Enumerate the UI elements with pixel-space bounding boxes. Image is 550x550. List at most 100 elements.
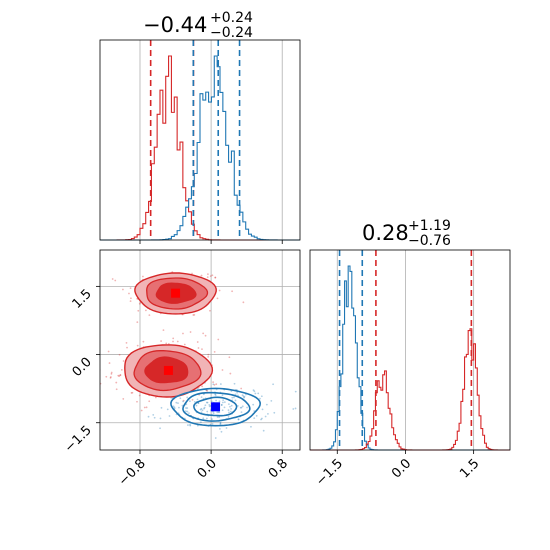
scatter-red-1-point bbox=[110, 371, 113, 374]
scatter-red-1-point bbox=[172, 340, 174, 343]
scatter-red-1-point bbox=[182, 399, 185, 402]
scatter-red-0-point bbox=[130, 297, 132, 300]
scatter-red-1-point bbox=[118, 375, 121, 378]
scatter-blue-point bbox=[253, 417, 256, 420]
scatter-blue-point bbox=[223, 401, 226, 404]
scatter-red-1-point bbox=[148, 400, 151, 403]
scatter-blue-point bbox=[211, 418, 213, 421]
scatter-blue-point bbox=[208, 403, 211, 406]
scatter-blue-point bbox=[203, 407, 205, 410]
scatter-blue-point bbox=[166, 408, 169, 411]
scatter-blue-point bbox=[229, 405, 231, 408]
scatter-blue-point bbox=[219, 383, 222, 385]
scatter-red-1-point bbox=[229, 372, 232, 375]
scatter-blue-point bbox=[201, 409, 204, 412]
scatter-red-0-point bbox=[128, 292, 130, 295]
title-2-sub: −0.76 bbox=[408, 233, 451, 249]
scatter-blue-point bbox=[227, 416, 230, 418]
scatter-blue-point bbox=[261, 417, 263, 420]
scatter-blue-point bbox=[234, 393, 237, 396]
tick-label-right-x-1: 0.0 bbox=[389, 456, 414, 481]
scatter-blue-point bbox=[294, 407, 297, 410]
scatter-blue-point bbox=[185, 407, 187, 409]
scatter-blue-point bbox=[199, 421, 202, 424]
scatter-blue-point bbox=[218, 416, 221, 419]
scatter-blue-point bbox=[153, 416, 156, 419]
scatter-blue-point bbox=[230, 404, 233, 407]
scatter-red-0-point bbox=[211, 274, 214, 277]
scatter-blue-point bbox=[221, 409, 224, 412]
histogram-top-frame bbox=[99, 39, 301, 241]
scatter-blue-point bbox=[178, 406, 180, 409]
scatter-blue-point bbox=[186, 410, 189, 413]
scatter-blue-point bbox=[205, 401, 208, 404]
scatter-blue-point bbox=[243, 396, 245, 399]
scatter-blue-point bbox=[253, 390, 256, 393]
scatter-red-1-point bbox=[122, 360, 125, 362]
scatter-red-1-point bbox=[126, 346, 128, 349]
hist-top-red bbox=[100, 55, 300, 241]
tick-label-y-0: −1.5 bbox=[62, 423, 95, 456]
scatter-blue-point bbox=[254, 392, 257, 395]
scatter-red-0-point bbox=[206, 276, 209, 279]
title-param-2: 0.28 +1.19 −0.76 bbox=[362, 218, 451, 249]
marker-blue-2 bbox=[211, 402, 221, 412]
scatter-red-0-point bbox=[122, 288, 124, 291]
scatter-red-0-point bbox=[136, 321, 139, 324]
scatter-blue-point bbox=[200, 411, 203, 414]
scatter-red-0-point bbox=[138, 302, 141, 305]
scatter-blue-point bbox=[294, 390, 297, 393]
scatter-red-1-point bbox=[240, 387, 243, 390]
scatter-red-1-point bbox=[165, 342, 168, 345]
scatter-red-1-point bbox=[206, 389, 209, 392]
histogram-top-panel bbox=[99, 39, 301, 241]
contour-blue-2 bbox=[193, 396, 238, 417]
title-1-sup: +0.24 bbox=[210, 10, 253, 26]
scatter-blue-point bbox=[221, 401, 224, 404]
scatter-blue-point bbox=[219, 427, 221, 430]
scatter-red-1-point bbox=[201, 348, 203, 350]
scatter-blue-point bbox=[189, 400, 191, 403]
scatter-blue-point bbox=[273, 411, 276, 414]
scatter-blue-point bbox=[197, 402, 200, 405]
scatter-blue-point bbox=[195, 404, 198, 407]
scatter-red-1-point bbox=[207, 353, 210, 356]
scatter-red-1-point bbox=[207, 355, 210, 358]
scatter-red-0-point bbox=[137, 309, 140, 312]
scatter-2d-panel bbox=[99, 249, 301, 451]
scatter-blue-point bbox=[205, 417, 208, 420]
scatter-blue-point bbox=[237, 418, 240, 421]
scatter-red-1-point bbox=[202, 332, 205, 335]
scatter-blue-point bbox=[160, 406, 163, 409]
tick-label-x-1: 0.0 bbox=[195, 456, 220, 481]
scatter-blue-point bbox=[173, 406, 176, 409]
scatter-red-1-point bbox=[221, 369, 224, 371]
scatter-red-0-point bbox=[200, 274, 203, 277]
scatter-red-0-point bbox=[129, 300, 132, 303]
scatter-blue-point bbox=[250, 425, 252, 428]
scatter-blue-point bbox=[212, 412, 215, 415]
scatter-red-1-point bbox=[201, 385, 204, 388]
scatter-blue-point bbox=[172, 405, 175, 408]
scatter-red-0-point bbox=[193, 313, 196, 316]
scatter-red-1-point bbox=[130, 392, 133, 394]
scatter-red-1-point bbox=[119, 374, 122, 376]
scatter-blue-point bbox=[240, 406, 243, 409]
histogram-right-frame bbox=[309, 249, 511, 451]
scatter-red-0-point bbox=[192, 314, 195, 316]
scatter-blue-point bbox=[202, 417, 205, 420]
scatter-blue-point bbox=[227, 403, 230, 406]
scatter-red-1-point bbox=[136, 400, 138, 403]
scatter-blue-point bbox=[210, 400, 213, 403]
scatter-blue-point bbox=[292, 408, 295, 410]
tick-label-y-1: 0.0 bbox=[70, 355, 95, 380]
scatter-blue-point bbox=[220, 404, 223, 406]
scatter-red-0-point bbox=[129, 287, 132, 290]
scatter-blue-point bbox=[260, 395, 263, 398]
scatter-red-1-point bbox=[196, 341, 199, 343]
scatter-blue-point bbox=[214, 394, 217, 397]
scatter-blue-point bbox=[152, 414, 155, 416]
scatter-blue-point bbox=[233, 382, 236, 385]
scatter-blue-point bbox=[177, 402, 179, 405]
scatter-blue-point bbox=[216, 416, 219, 418]
